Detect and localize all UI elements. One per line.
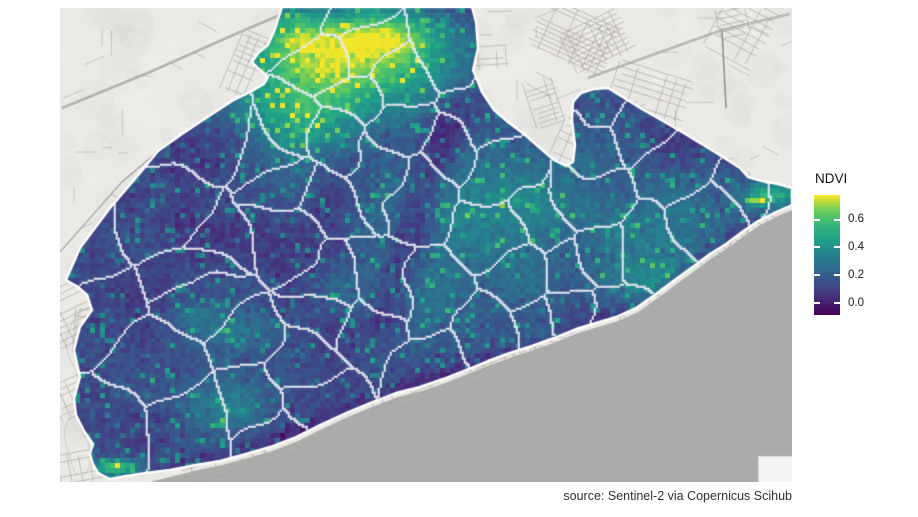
legend: NDVI 0.6 0.4 0.2 0.0 bbox=[814, 171, 884, 315]
legend-tick-mark bbox=[834, 218, 840, 221]
legend-tick-label: 0.0 bbox=[848, 296, 864, 309]
legend-tick-label: 0.2 bbox=[848, 268, 864, 281]
legend-tick-mark bbox=[814, 274, 820, 277]
legend-colorbar bbox=[814, 195, 840, 315]
legend-tick-mark bbox=[834, 302, 840, 304]
legend-tick-mark bbox=[814, 246, 820, 249]
legend-tick-mark bbox=[814, 302, 820, 304]
legend-tick-mark bbox=[834, 274, 840, 277]
legend-colorbar-wrap: 0.6 0.4 0.2 0.0 bbox=[814, 195, 884, 315]
legend-title: NDVI bbox=[815, 171, 848, 186]
source-caption: source: Sentinel-2 via Copernicus Scihub bbox=[563, 489, 792, 503]
ndvi-map bbox=[60, 8, 792, 482]
legend-tick-label: 0.6 bbox=[848, 213, 864, 226]
legend-tick-label: 0.4 bbox=[848, 240, 864, 253]
legend-tick-mark bbox=[814, 218, 820, 221]
legend-tick-mark bbox=[834, 246, 840, 249]
